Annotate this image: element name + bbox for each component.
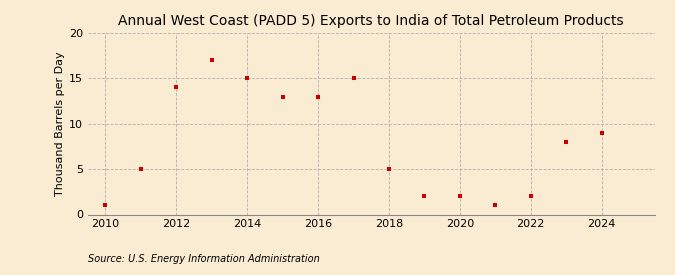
Title: Annual West Coast (PADD 5) Exports to India of Total Petroleum Products: Annual West Coast (PADD 5) Exports to In…: [118, 14, 624, 28]
Y-axis label: Thousand Barrels per Day: Thousand Barrels per Day: [55, 51, 65, 196]
Text: Source: U.S. Energy Information Administration: Source: U.S. Energy Information Administ…: [88, 254, 319, 264]
